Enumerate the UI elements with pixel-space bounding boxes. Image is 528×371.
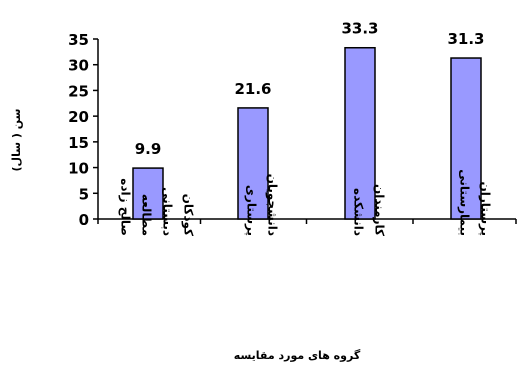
x-category-label: کارمندان bbox=[373, 184, 387, 236]
y-tick-label: 10 bbox=[68, 160, 89, 178]
y-tick-label: 35 bbox=[68, 31, 89, 49]
x-category-label: پرستاری bbox=[245, 185, 259, 236]
x-category-label: صالح زاده bbox=[119, 178, 133, 236]
y-tick-label: 20 bbox=[68, 108, 89, 126]
bars bbox=[132, 46, 482, 220]
bar-value-label: 31.3 bbox=[447, 30, 484, 48]
bar-value-label: 33.3 bbox=[341, 20, 378, 38]
y-tick-label: 5 bbox=[79, 185, 89, 203]
axes bbox=[93, 38, 517, 224]
x-category-label: بیمارستانی bbox=[458, 169, 472, 236]
bar bbox=[132, 167, 164, 220]
y-tick-label: 30 bbox=[68, 57, 89, 75]
x-category-label: دانشجویان bbox=[265, 174, 280, 236]
x-category-label: مطالعه bbox=[140, 194, 154, 236]
y-axis-title: سن ( سال) bbox=[10, 109, 23, 172]
x-category-label: پرستاران bbox=[479, 182, 493, 236]
bar bbox=[237, 107, 269, 220]
bar bbox=[344, 46, 376, 220]
bar bbox=[450, 57, 482, 220]
y-tick-label: 25 bbox=[68, 82, 89, 100]
y-tick-label: 15 bbox=[68, 134, 89, 152]
x-category-label: دانشکده bbox=[352, 188, 366, 236]
bar-value-label: 9.9 bbox=[135, 140, 162, 158]
labels: 0 5 10 15 20 25 30 35 9.9 21.6 33.3 31.3 کودکان دبستا… bbox=[68, 20, 492, 236]
x-category-label: دبستانی bbox=[161, 187, 175, 236]
bar-value-label: 21.6 bbox=[234, 80, 271, 98]
x-axis-title: گروه های مورد مقایسه bbox=[234, 349, 361, 362]
y-tick-label: 0 bbox=[79, 211, 89, 229]
x-category-label: کودکان bbox=[181, 194, 196, 236]
